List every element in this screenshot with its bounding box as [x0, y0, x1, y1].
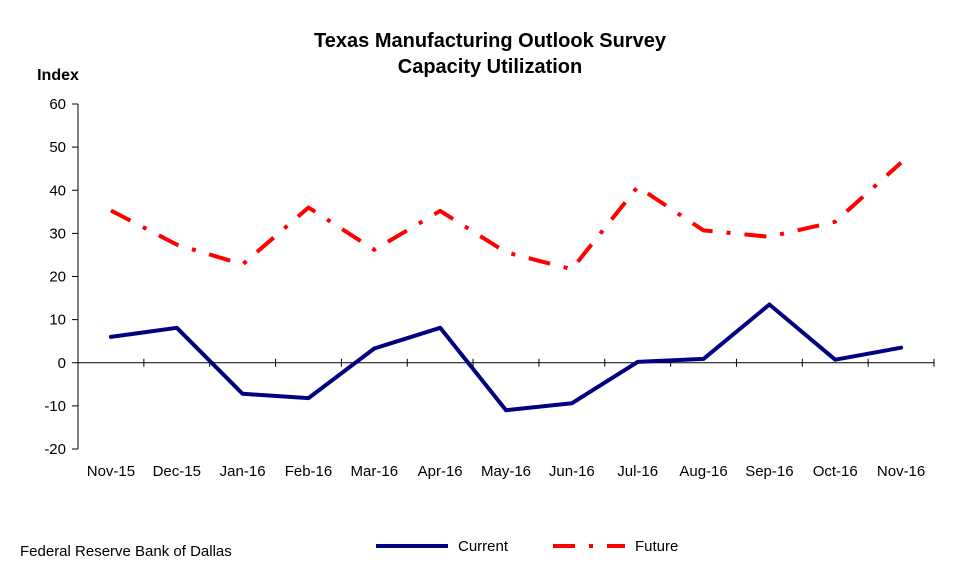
y-axis-label: Index: [37, 67, 79, 84]
source-note: Federal Reserve Bank of Dallas: [20, 543, 232, 560]
series-line-future: [109, 161, 903, 272]
x-tick-label: Sep-16: [745, 463, 793, 480]
x-tick-label: Nov-16: [877, 463, 925, 480]
x-tick-label: Aug-16: [679, 463, 727, 480]
y-tick-label: 0: [58, 355, 66, 372]
y-tick-label: 10: [49, 312, 66, 329]
x-tick-label: Dec-15: [153, 463, 201, 480]
x-tick-label: Nov-15: [87, 463, 135, 480]
x-tick-label: Mar-16: [351, 463, 399, 480]
x-tick-label: Feb-16: [285, 463, 333, 480]
y-tick-label: 30: [49, 225, 66, 242]
chart-subtitle: Capacity Utilization: [398, 56, 582, 78]
y-tick-label: -10: [44, 398, 66, 415]
x-tick-label: Jun-16: [549, 463, 595, 480]
x-tick-label: Jan-16: [220, 463, 266, 480]
y-tick-label: 50: [49, 139, 66, 156]
x-tick-label: May-16: [481, 463, 531, 480]
y-tick-label: 60: [49, 96, 66, 113]
legend-label-current: Current: [458, 538, 509, 555]
y-tick-labels: -20 -10 0 10 20 30 40 50 60: [44, 96, 66, 458]
y-tick-label: 40: [49, 182, 66, 199]
x-tick-labels: Nov-15 Dec-15 Jan-16 Feb-16 Mar-16 Apr-16 May-…: [87, 463, 926, 480]
legend-label-future: Future: [635, 538, 678, 555]
axes: [72, 103, 935, 450]
x-tick-label: Oct-16: [813, 463, 858, 480]
chart-title: Texas Manufacturing Outlook Survey: [314, 30, 667, 52]
y-tick-label: 20: [49, 269, 66, 286]
series-group: [108, 161, 904, 413]
legend: Current Future: [376, 538, 678, 555]
series-line-current: [108, 302, 904, 413]
x-tick-label: Jul-16: [617, 463, 658, 480]
x-tick-label: Apr-16: [418, 463, 463, 480]
y-tick-label: -20: [44, 441, 66, 458]
